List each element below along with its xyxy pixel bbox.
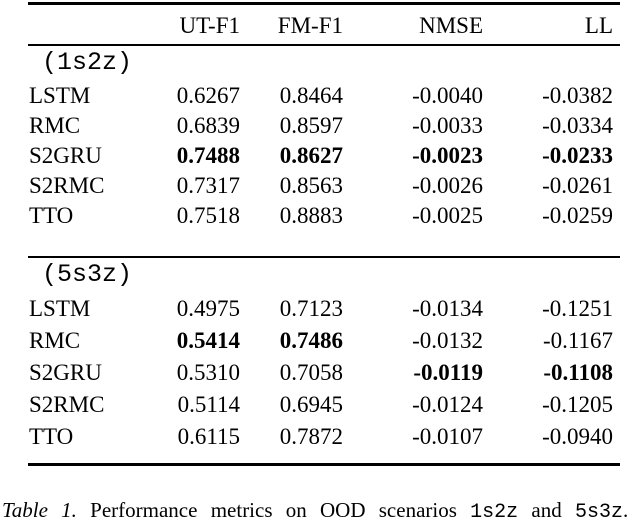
- cell-value: 0.5310: [176, 359, 240, 385]
- cell-value: 0.5114: [177, 391, 240, 417]
- cell-value: -0.0107: [412, 423, 483, 449]
- cell-value: 0.8464: [279, 82, 343, 108]
- cell-value: -0.0940: [542, 423, 613, 449]
- section-1s2z: (1s2z) LSTM 0.6267 0.8464 -0.0040 -0.038…: [28, 45, 620, 257]
- table-row: S2GRU 0.7488 0.8627 -0.0023 -0.0233: [28, 141, 620, 171]
- row-label: TTO: [29, 202, 74, 228]
- cell-value: -0.1251: [542, 295, 613, 321]
- cell-value: -0.1108: [543, 359, 613, 385]
- caption-period: .: [623, 498, 629, 522]
- cell-value: -0.0233: [542, 142, 613, 168]
- table-row: TTO 0.6115 0.7872 -0.0107 -0.0940: [28, 421, 620, 453]
- cell-value: 0.8563: [279, 172, 343, 198]
- section-label: (5s3z): [42, 259, 133, 289]
- cell-value: 0.7058: [279, 359, 343, 385]
- cell-value: 0.4975: [176, 295, 240, 321]
- cell-value: 0.6267: [176, 82, 240, 108]
- header-fm-f1: FM-F1: [277, 12, 343, 38]
- row-label: TTO: [29, 423, 74, 449]
- row-label: LSTM: [29, 82, 91, 108]
- cell-value: -0.0025: [412, 202, 483, 228]
- cell-value: -0.0040: [412, 82, 483, 108]
- cell-value: 0.7488: [176, 142, 240, 168]
- header-row: UT-F1 FM-F1 NMSE LL: [28, 4, 620, 45]
- table-row: S2GRU 0.5310 0.7058 -0.0119 -0.1108: [28, 357, 620, 389]
- cell-value: 0.6945: [279, 391, 343, 417]
- table-row: S2RMC 0.5114 0.6945 -0.0124 -0.1205: [28, 389, 620, 421]
- cell-value: -0.0259: [542, 202, 613, 228]
- scenario-code-5s3z: 5s3z: [574, 501, 623, 524]
- header-ll: LL: [584, 12, 613, 38]
- header-nmse: NMSE: [419, 12, 483, 38]
- cell-value: 0.8597: [279, 112, 343, 138]
- spacer-row: [28, 231, 620, 257]
- cell-value: -0.0134: [412, 295, 483, 321]
- row-label: S2GRU: [29, 142, 102, 168]
- row-label: S2RMC: [29, 172, 105, 198]
- cell-value: 0.7518: [176, 202, 240, 228]
- cell-value: 0.7872: [279, 423, 343, 449]
- row-label: S2GRU: [29, 359, 102, 385]
- section-row: (5s3z): [28, 257, 620, 293]
- cell-value: -0.0382: [542, 82, 613, 108]
- cell-value: -0.0124: [412, 391, 483, 417]
- table-row: LSTM 0.4975 0.7123 -0.0134 -0.1251: [28, 293, 620, 325]
- cell-value: 0.6115: [177, 423, 240, 449]
- cell-value: -0.1167: [542, 327, 613, 353]
- table-row: RMC 0.5414 0.7486 -0.0132 -0.1167: [28, 325, 620, 357]
- cell-value: 0.6839: [176, 112, 240, 138]
- table-row: RMC 0.6839 0.8597 -0.0033 -0.0334: [28, 111, 620, 141]
- table-row: S2RMC 0.7317 0.8563 -0.0026 -0.0261: [28, 171, 620, 201]
- header-ut-f1: UT-F1: [179, 12, 241, 38]
- row-label: S2RMC: [29, 391, 105, 417]
- row-label: LSTM: [29, 295, 91, 321]
- spacer-row: [28, 453, 620, 465]
- cell-value: -0.0026: [412, 172, 483, 198]
- cell-value: 0.7317: [176, 172, 240, 198]
- cell-value: 0.7486: [279, 327, 343, 353]
- table-row: LSTM 0.6267 0.8464 -0.0040 -0.0382: [28, 81, 620, 111]
- cell-value: -0.0119: [413, 359, 483, 385]
- row-label: RMC: [29, 112, 81, 138]
- caption-conjunction: and: [531, 498, 562, 522]
- caption-text: Performance metrics on OOD scenarios: [90, 498, 457, 522]
- cell-value: -0.0033: [412, 112, 483, 138]
- section-row: (1s2z): [28, 45, 620, 81]
- table-row: TTO 0.7518 0.8883 -0.0025 -0.0259: [28, 201, 620, 231]
- cell-value: 0.5414: [176, 327, 240, 353]
- cell-value: -0.1205: [542, 391, 613, 417]
- cell-value: -0.0261: [542, 172, 613, 198]
- table-header: UT-F1 FM-F1 NMSE LL: [28, 4, 620, 45]
- cell-value: 0.7123: [279, 295, 343, 321]
- section-label: (1s2z): [42, 47, 133, 77]
- header-empty: [28, 4, 142, 45]
- row-label: RMC: [29, 327, 81, 353]
- cell-value: 0.8883: [279, 202, 343, 228]
- cell-value: -0.0132: [412, 327, 483, 353]
- cell-value: -0.0334: [542, 112, 613, 138]
- scenario-code-1s2z: 1s2z: [470, 501, 519, 524]
- caption-number: Table 1.: [2, 498, 77, 522]
- section-5s3z: (5s3z) LSTM 0.4975 0.7123 -0.0134 -0.125…: [28, 257, 620, 465]
- cell-value: 0.8627: [279, 142, 343, 168]
- cell-value: -0.0023: [412, 142, 483, 168]
- results-table: UT-F1 FM-F1 NMSE LL (1s2z) LSTM 0.6267 0…: [28, 2, 620, 466]
